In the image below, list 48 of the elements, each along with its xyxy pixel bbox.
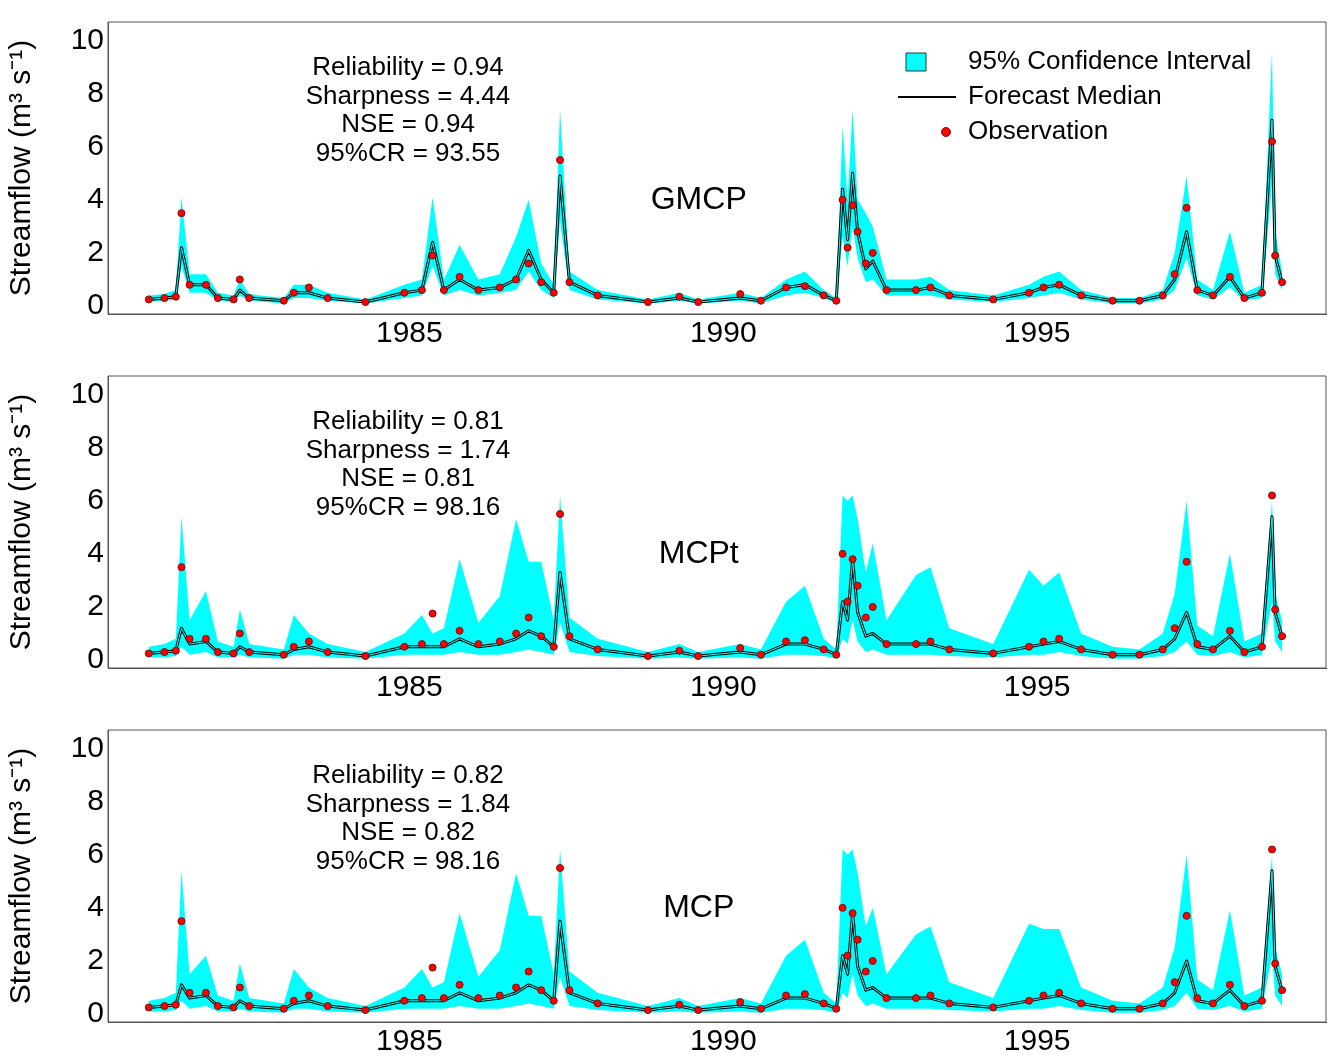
annotation: 95%CR = 98.16 (315, 844, 501, 875)
annotation: 95%CR = 93.55 (315, 136, 501, 167)
y-tick-label: 8 (87, 782, 104, 816)
legend-label: 95% Confidence Interval (968, 45, 1252, 76)
annotation: NSE = 0.94 (341, 108, 475, 139)
legend-label: Observation (968, 115, 1109, 146)
x-tick-label: 1995 (1003, 1023, 1071, 1057)
y-tick-label: 4 (87, 889, 104, 923)
x-tick-label: 1985 (375, 315, 443, 349)
text: GMCP (650, 179, 747, 216)
y-tick-label: 2 (87, 942, 104, 976)
y-tick-label: 10 (70, 375, 104, 409)
annotation: Reliability = 0.94 (312, 51, 504, 82)
text: MCP (663, 887, 735, 924)
y-tick-label: 6 (87, 836, 104, 870)
x-tick-label: 1985 (375, 669, 443, 703)
x-tick-label: 1990 (689, 315, 757, 349)
x-tick-label: 1990 (689, 1023, 757, 1057)
x-tick-label: 1995 (1003, 669, 1071, 703)
y-tick-label: 4 (87, 181, 104, 215)
annotation: 95%CR = 98.16 (315, 490, 501, 521)
y-axis-title: Streamflow (m³ s⁻¹) (3, 39, 37, 297)
x-tick-label: 1990 (689, 669, 757, 703)
y-tick-label: 4 (87, 535, 104, 569)
legend-label: Forecast Median (968, 80, 1162, 111)
y-tick-label: 6 (87, 482, 104, 516)
annotation: Sharpness = 1.84 (305, 787, 511, 818)
x-tick-label: 1995 (1003, 315, 1071, 349)
y-tick-label: 10 (70, 21, 104, 55)
x-tick-label: 1985 (375, 1023, 443, 1057)
annotation: Reliability = 0.81 (312, 405, 504, 436)
annotation: Sharpness = 4.44 (305, 79, 511, 110)
y-tick-label: 0 (87, 287, 104, 321)
y-tick-label: 8 (87, 428, 104, 462)
annotation: Sharpness = 1.74 (305, 433, 511, 464)
y-axis-title: Streamflow (m³ s⁻¹) (3, 393, 37, 651)
y-tick-label: 0 (87, 995, 104, 1029)
y-tick-label: 10 (70, 729, 104, 763)
y-tick-label: 8 (87, 74, 104, 108)
y-tick-label: 2 (87, 588, 104, 622)
y-tick-label: 0 (87, 641, 104, 675)
text: MCPt (658, 533, 739, 570)
annotation: NSE = 0.81 (341, 462, 475, 493)
y-axis-title: Streamflow (m³ s⁻¹) (3, 747, 37, 1005)
annotation: Reliability = 0.82 (312, 759, 504, 790)
y-tick-label: 2 (87, 234, 104, 268)
y-tick-label: 6 (87, 128, 104, 162)
annotation: NSE = 0.82 (341, 816, 475, 847)
